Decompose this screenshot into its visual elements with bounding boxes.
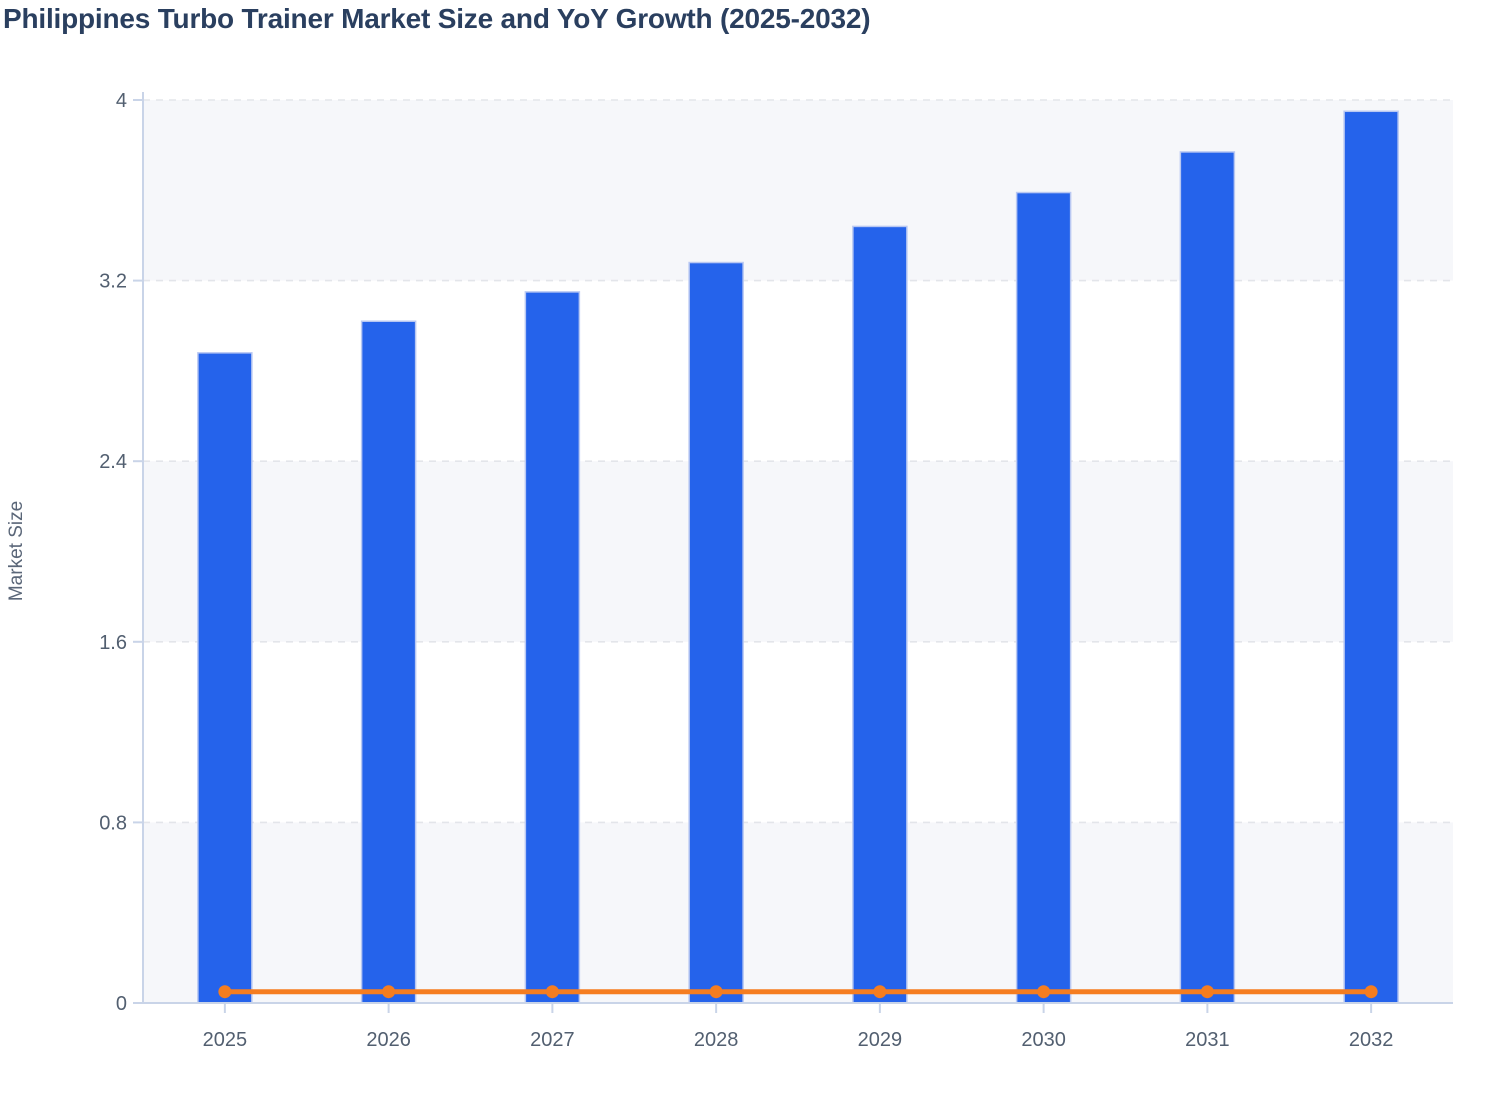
band-row [143,461,1453,642]
y-tick-label: 2.4 [99,451,127,473]
yoy-marker-2032 [1364,985,1378,999]
yoy-marker-2026 [382,985,396,999]
yoy-marker-2025 [218,985,232,999]
bar-2030 [1015,191,1072,1004]
x-tick-label: 2025 [203,1029,248,1051]
y-tick-label: 1.6 [99,632,127,654]
bar-2025 [197,352,253,1004]
bar-2026 [360,320,417,1004]
yoy-marker-2027 [545,985,559,999]
y-tick-label: 0.8 [99,812,127,834]
x-tick-label: 2028 [694,1029,739,1051]
y-tick-label: 0 [116,993,127,1015]
band-row [143,100,1453,281]
chart-title: Philippines Turbo Trainer Market Size an… [3,3,871,34]
yoy-marker-2030 [1037,985,1051,999]
x-tick-label: 2030 [1021,1029,1066,1051]
x-tick-label: 2029 [858,1029,903,1051]
y-tick-label: 3.2 [99,271,127,293]
yoy-marker-2031 [1200,985,1214,999]
x-tick-label: 2026 [366,1029,411,1051]
x-tick-label: 2027 [530,1029,575,1051]
x-tick-label: 2031 [1185,1029,1230,1051]
x-tick-label: 2032 [1349,1029,1394,1051]
band-row [143,822,1453,1003]
bar-2031 [1179,151,1236,1004]
bar-2028 [688,261,744,1004]
y-tick-label: 4 [116,90,127,112]
yoy-marker-2029 [873,985,887,999]
bar-2027 [524,291,581,1004]
bar-2032 [1343,110,1399,1004]
bar-2029 [852,225,908,1004]
yoy-marker-2028 [709,985,723,999]
